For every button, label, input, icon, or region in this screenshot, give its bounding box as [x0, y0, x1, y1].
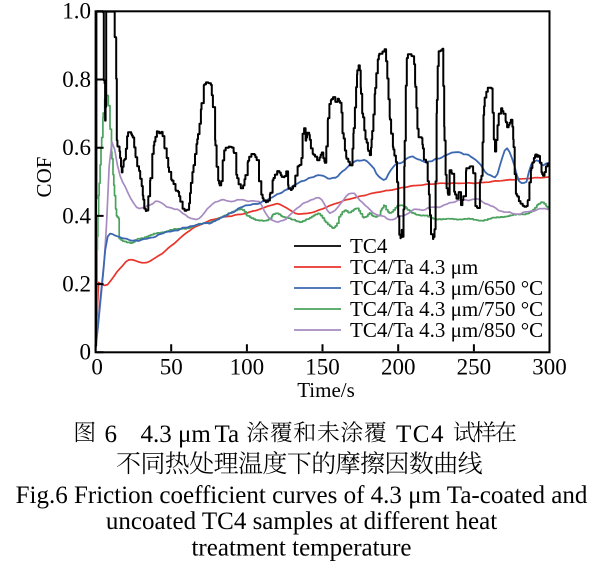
svg-text:TC4/Ta 4.3 μm/650 °C: TC4/Ta 4.3 μm/650 °C	[350, 276, 543, 300]
svg-text:0: 0	[80, 340, 92, 365]
svg-text:6: 6	[105, 421, 118, 448]
svg-text:250: 250	[457, 355, 492, 380]
svg-text:1.0: 1.0	[62, 0, 91, 24]
svg-text:TC4: TC4	[396, 421, 445, 448]
svg-text:COF: COF	[32, 157, 56, 198]
svg-text:TC4/Ta 4.3 μm/850 °C: TC4/Ta 4.3 μm/850 °C	[350, 318, 543, 342]
svg-text:100: 100	[230, 355, 265, 380]
svg-text:50: 50	[160, 355, 183, 380]
svg-text:uncoated TC4 samples at differ: uncoated TC4 samples at different heat	[106, 508, 497, 535]
svg-text:TC4/Ta 4.3 μm: TC4/Ta 4.3 μm	[350, 255, 478, 279]
svg-text:150: 150	[305, 355, 340, 380]
svg-text:TC4: TC4	[350, 234, 388, 258]
svg-text:Time/s: Time/s	[297, 378, 355, 402]
svg-text:0.2: 0.2	[62, 272, 91, 297]
svg-text:4.3 μm: 4.3 μm	[141, 421, 212, 448]
svg-text:0: 0	[91, 355, 103, 380]
svg-text:300: 300	[532, 355, 567, 380]
svg-text:0.6: 0.6	[62, 135, 91, 160]
svg-text:TC4/Ta 4.3 μm/750 °C: TC4/Ta 4.3 μm/750 °C	[350, 297, 543, 321]
svg-text:treatment temperature: treatment temperature	[191, 535, 411, 562]
svg-text:Ta: Ta	[215, 421, 240, 448]
svg-text:200: 200	[381, 355, 416, 380]
svg-text:0.8: 0.8	[62, 67, 91, 92]
svg-text:Fig.6 Friction coefficient cur: Fig.6 Friction coefficient curves of 4.3…	[16, 482, 588, 509]
svg-text:0.4: 0.4	[62, 203, 91, 228]
